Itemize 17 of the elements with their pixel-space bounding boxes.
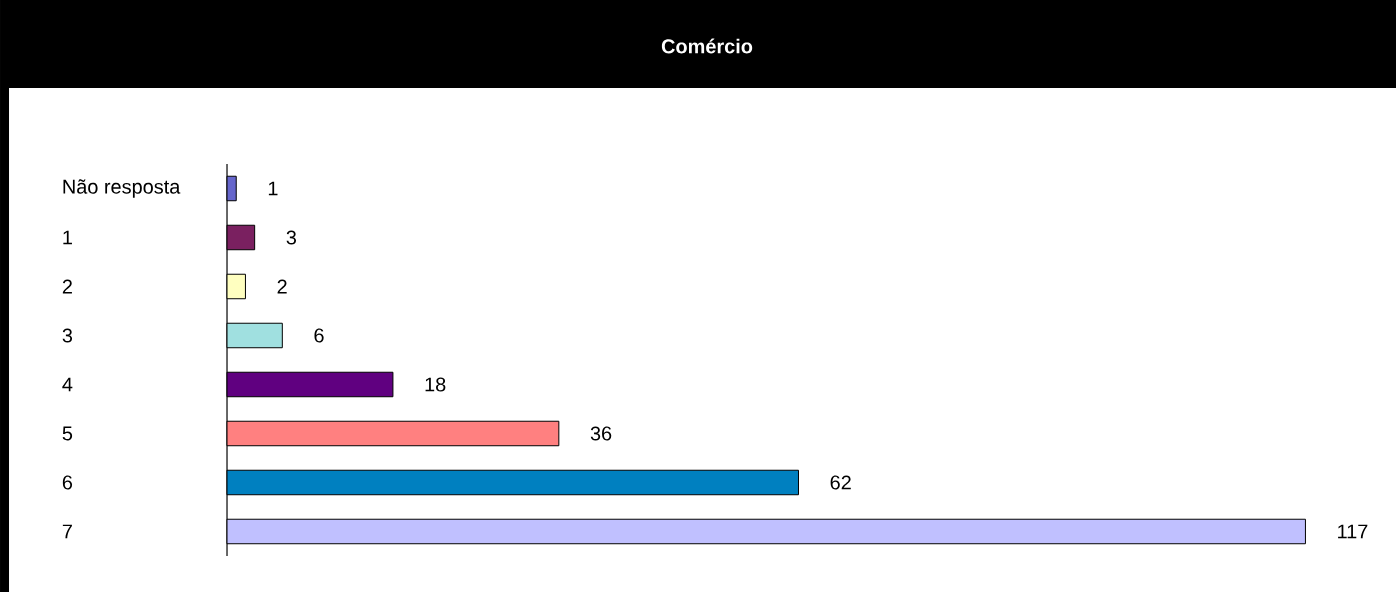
data-label: 2: [277, 279, 287, 294]
chart-title: Comércio: [661, 38, 753, 54]
y-tick-label: 5: [62, 426, 73, 441]
y-tick-label: Não resposta: [63, 179, 181, 198]
data-label: 117: [1338, 524, 1368, 539]
y-tick-label: 6: [62, 475, 73, 490]
data-label: 6: [314, 328, 324, 343]
data-label: 3: [286, 230, 297, 245]
y-tick-label: 2: [62, 279, 72, 294]
y-tick-label: 3: [62, 328, 73, 343]
data-label: 62: [830, 475, 851, 490]
y-tick-label: 4: [62, 377, 73, 392]
data-label: 1: [268, 181, 278, 196]
data-label: 18: [425, 377, 446, 392]
data-label: 36: [590, 426, 612, 441]
y-tick-label: 7: [62, 524, 72, 539]
y-tick-label: 1: [63, 230, 72, 245]
